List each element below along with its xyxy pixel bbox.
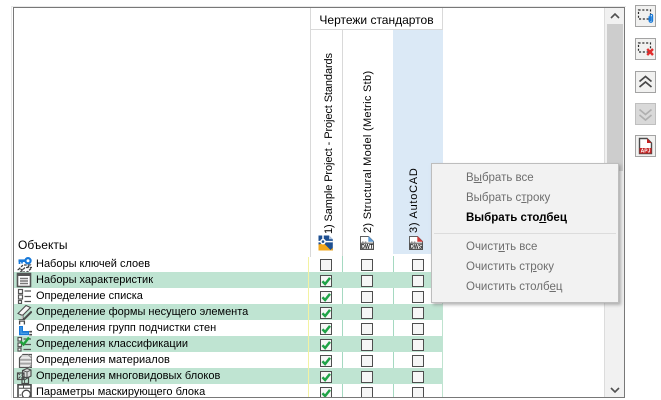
svg-text:APJ: APJ: [641, 149, 651, 155]
svg-text:DWT: DWT: [361, 244, 373, 251]
svg-text:DWS: DWS: [410, 244, 422, 251]
